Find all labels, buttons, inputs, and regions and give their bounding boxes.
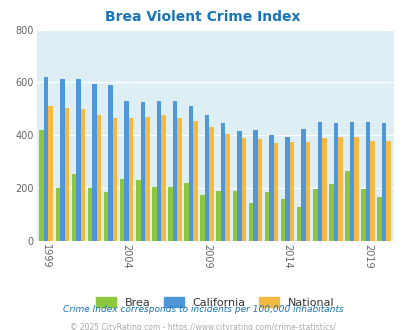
Bar xyxy=(136,180,140,241)
Bar xyxy=(200,195,205,241)
Bar xyxy=(104,192,108,241)
Bar xyxy=(280,199,285,241)
Bar xyxy=(55,188,60,241)
Bar xyxy=(124,101,129,241)
Bar xyxy=(188,106,193,241)
Bar xyxy=(349,122,353,241)
Bar xyxy=(333,123,337,241)
Bar xyxy=(312,189,317,241)
Bar xyxy=(289,142,294,241)
Bar xyxy=(241,138,245,241)
Bar xyxy=(337,137,342,241)
Bar xyxy=(381,123,386,241)
Bar xyxy=(273,143,277,241)
Bar xyxy=(296,207,301,241)
Bar xyxy=(321,138,326,241)
Bar xyxy=(108,85,113,241)
Bar xyxy=(129,118,133,241)
Bar xyxy=(48,106,53,241)
Bar xyxy=(76,79,81,241)
Bar xyxy=(248,203,253,241)
Bar xyxy=(353,137,358,241)
Bar xyxy=(269,135,273,241)
Bar xyxy=(140,102,145,241)
Bar xyxy=(119,179,124,241)
Bar xyxy=(377,197,381,241)
Bar xyxy=(386,141,390,241)
Bar xyxy=(305,142,310,241)
Bar xyxy=(264,192,269,241)
Bar xyxy=(60,79,64,241)
Bar xyxy=(209,127,213,241)
Bar xyxy=(344,171,349,241)
Bar xyxy=(225,134,229,241)
Bar xyxy=(232,191,237,241)
Bar xyxy=(44,77,48,241)
Bar xyxy=(92,84,96,241)
Bar xyxy=(156,101,161,241)
Bar xyxy=(96,115,101,241)
Bar xyxy=(360,189,365,241)
Bar xyxy=(205,115,209,241)
Bar xyxy=(145,117,149,241)
Bar xyxy=(317,122,321,241)
Bar xyxy=(87,188,92,241)
Bar xyxy=(39,130,44,241)
Bar xyxy=(184,183,188,241)
Bar xyxy=(216,191,220,241)
Bar xyxy=(172,101,177,241)
Bar xyxy=(369,141,374,241)
Bar xyxy=(177,118,181,241)
Bar xyxy=(168,187,172,241)
Text: © 2025 CityRating.com - https://www.cityrating.com/crime-statistics/: © 2025 CityRating.com - https://www.city… xyxy=(70,323,335,330)
Bar xyxy=(113,118,117,241)
Bar xyxy=(285,137,289,241)
Bar xyxy=(253,130,257,241)
Bar xyxy=(301,129,305,241)
Bar xyxy=(365,122,369,241)
Bar xyxy=(220,123,225,241)
Legend: Brea, California, National: Brea, California, National xyxy=(91,293,338,313)
Bar xyxy=(193,121,197,241)
Bar xyxy=(257,139,262,241)
Bar xyxy=(237,131,241,241)
Bar xyxy=(152,187,156,241)
Text: Crime Index corresponds to incidents per 100,000 inhabitants: Crime Index corresponds to incidents per… xyxy=(62,305,343,314)
Text: Brea Violent Crime Index: Brea Violent Crime Index xyxy=(105,10,300,24)
Bar xyxy=(328,184,333,241)
Bar xyxy=(71,174,76,241)
Bar xyxy=(81,109,85,241)
Bar xyxy=(64,108,69,241)
Bar xyxy=(161,115,165,241)
